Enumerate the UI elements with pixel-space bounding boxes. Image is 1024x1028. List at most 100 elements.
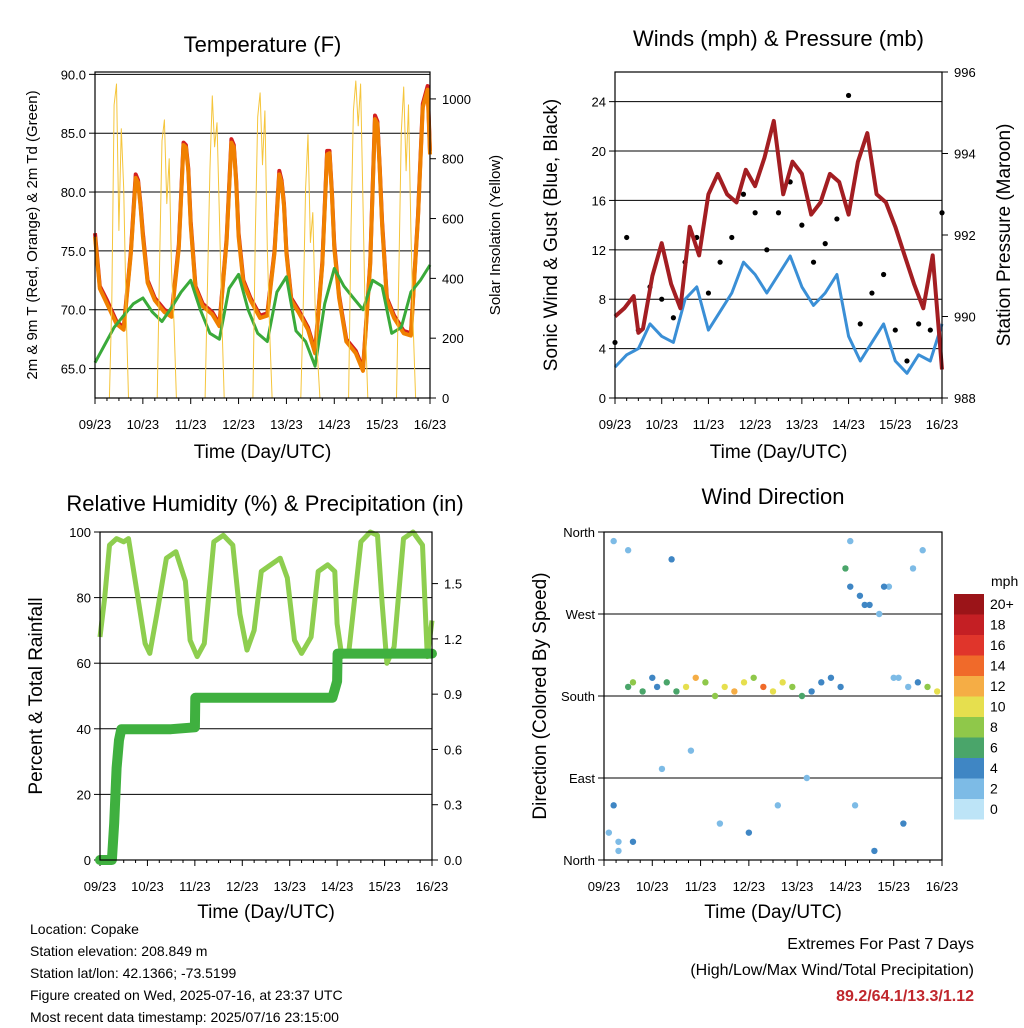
x-tick-label: 11/23: [175, 417, 207, 432]
direction-point: [847, 583, 854, 590]
plot-frame: [614, 71, 943, 399]
y-tick-label: 80.0: [61, 185, 86, 200]
direction-point: [716, 820, 724, 827]
direction-point: [610, 802, 617, 809]
y-tick-label: 0: [599, 391, 606, 406]
gust-point: [927, 327, 933, 333]
direction-point: [687, 747, 695, 754]
x-tick-label: 16/23: [926, 417, 959, 432]
plot-frame: [603, 531, 943, 861]
direction-point: [605, 829, 613, 836]
x-tick-label: 11/23: [685, 879, 717, 894]
y-tick-label: 0: [84, 853, 91, 868]
y-right-axis-label: Station Pressure (Maroon): [994, 124, 1015, 347]
direction-point: [750, 674, 757, 681]
x-tick-label: 10/23: [131, 879, 164, 894]
direction-point: [856, 592, 864, 599]
gust-point: [705, 290, 712, 296]
legend-swatch: [954, 655, 984, 676]
direction-point: [721, 683, 728, 691]
gust-point: [659, 296, 665, 302]
direction-point: [629, 679, 637, 686]
direction-point: [885, 583, 893, 590]
direction-point: [924, 683, 931, 691]
temperature-series: [93, 84, 432, 371]
gust-point: [892, 327, 898, 333]
direction-point: [876, 610, 883, 618]
chart-panel-2: Winds (mph) & Pressure (mb) 0 4 8 12 16 20 24 98…: [541, 26, 1015, 463]
wind-series: [613, 254, 944, 375]
direction-point: [615, 847, 622, 855]
chart-panel-3: Relative Humidity (%) & Precipitation (i…: [26, 491, 464, 923]
direction-point: [702, 679, 709, 686]
x-tick-label: 09/23: [84, 879, 117, 894]
y-tick-label: 80: [77, 591, 91, 606]
gust-point: [904, 358, 910, 364]
extremes-subtitle: (High/Low/Max Wind/Total Precipitation): [690, 962, 974, 979]
y-tick-label: 60: [77, 656, 91, 671]
legend-label: 12: [990, 678, 1006, 694]
gust-point: [764, 247, 770, 253]
direction-point: [905, 683, 912, 691]
y-right-tick-label: 988: [954, 391, 976, 406]
x-tick-label: 15/23: [877, 879, 910, 894]
direction-point: [866, 601, 873, 609]
direction-point: [624, 683, 632, 691]
legend-label: 8: [990, 719, 998, 735]
direction-point: [624, 547, 632, 554]
y-tick-label: 90.0: [61, 67, 86, 82]
y-right-tick-label: 1.5: [444, 577, 462, 592]
gust-point: [624, 234, 630, 241]
x-tick-label: 13/23: [273, 879, 306, 894]
direction-point: [745, 829, 753, 836]
legend-label: 10: [990, 699, 1006, 715]
y-right-tick-label: 800: [442, 152, 464, 167]
direction-point: [673, 688, 680, 695]
y-axis-label: Sonic Wind & Gust (Blue, Black): [541, 99, 562, 371]
direction-point: [803, 774, 810, 782]
direction-point: [895, 674, 902, 681]
x-tick-label: 10/23: [636, 879, 669, 894]
y-right-tick-label: 0.6: [444, 742, 462, 757]
direction-point: [639, 688, 646, 695]
direction-point: [740, 679, 748, 686]
direction-point: [615, 838, 622, 845]
legend-label: 2: [990, 781, 998, 797]
direction-point: [692, 674, 699, 681]
y-tick-label: 20: [592, 144, 606, 159]
legend-label: 16: [990, 637, 1006, 653]
direction-point: [629, 838, 637, 845]
y-axis-label: 2m & 9m T (Red, Orange) & 2m Td (Green): [24, 90, 41, 379]
y-tick-label: South: [561, 689, 595, 704]
y-tick-label: 70.0: [61, 303, 86, 318]
x-tick-label: 13/23: [270, 417, 303, 432]
x-tick-label: 12/23: [222, 417, 255, 432]
direction-point: [682, 683, 690, 691]
direction-point: [842, 565, 849, 572]
gust-point: [881, 271, 887, 278]
humidity-series: [97, 529, 435, 666]
direction-point: [663, 679, 670, 686]
direction-point: [711, 692, 719, 700]
direction-point: [610, 537, 617, 545]
x-tick-label: 13/23: [786, 417, 819, 432]
y-right-tick-label: 200: [442, 331, 464, 346]
x-tick-label: 16/23: [926, 879, 959, 894]
x-tick-label: 12/23: [226, 879, 259, 894]
gust-point: [916, 321, 922, 327]
pressure-series: [613, 118, 944, 370]
direction-point: [847, 537, 854, 545]
plot-frame: [94, 71, 431, 399]
extremes-box: Extremes For Past 7 Days (High/Low/Max W…: [690, 932, 974, 1010]
y-tick-label: East: [569, 771, 595, 786]
x-tick-label: 12/23: [733, 879, 766, 894]
direction-point: [861, 601, 868, 609]
direction-point: [851, 802, 859, 809]
gust-point: [857, 321, 863, 327]
gust-point: [740, 191, 747, 197]
legend-label: 18: [990, 617, 1006, 633]
y-tick-label: 40: [77, 722, 91, 737]
precip-series: [95, 648, 437, 865]
x-tick-label: 16/23: [414, 417, 447, 432]
